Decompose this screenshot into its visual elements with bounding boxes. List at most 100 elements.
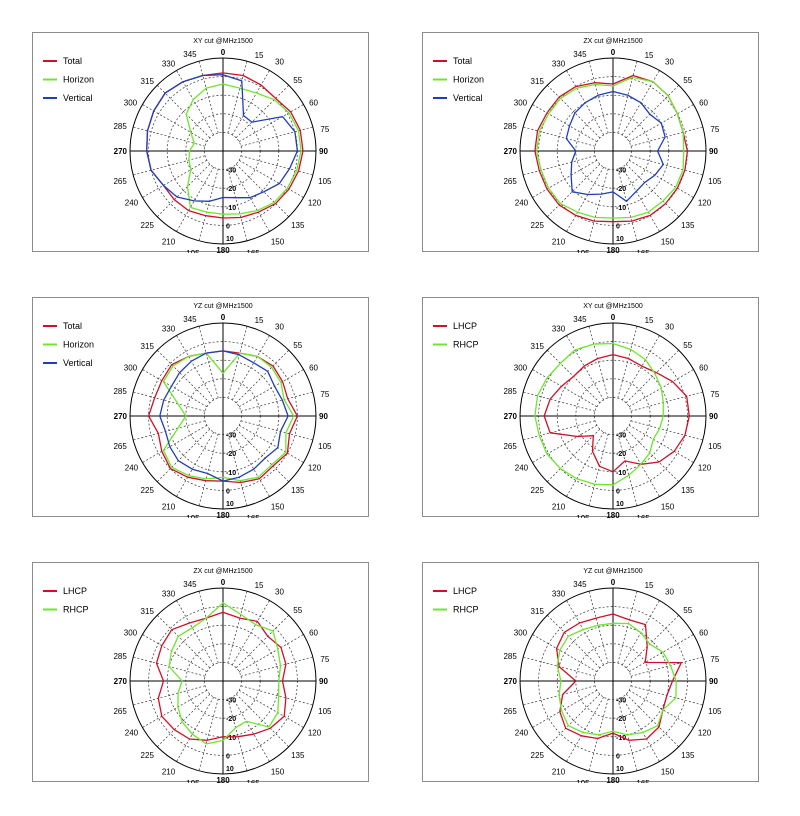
chart-panel-2: ZX cut @MHz1500 0 180 270 90 15 30 55 60 75 105 120… bbox=[422, 32, 759, 253]
grid-spoke bbox=[566, 431, 605, 497]
radial-label: 10 bbox=[226, 501, 234, 508]
angle-label: 135 bbox=[291, 751, 305, 760]
radial-label: -20 bbox=[616, 186, 626, 193]
angle-label: 165 bbox=[636, 779, 650, 783]
grid-spoke bbox=[231, 696, 270, 762]
angle-label: 195 bbox=[186, 514, 200, 518]
angle-label: 15 bbox=[255, 51, 264, 60]
angle-label: 330 bbox=[552, 59, 566, 68]
angle-label: 240 bbox=[515, 464, 529, 473]
angle-label: 120 bbox=[308, 464, 322, 473]
angle-label: 150 bbox=[271, 238, 285, 247]
angle-label: 90 bbox=[319, 677, 328, 686]
radial-label: -30 bbox=[226, 698, 236, 705]
grid-spoke bbox=[142, 634, 208, 673]
angle-label: 165 bbox=[246, 249, 260, 253]
grid-spoke bbox=[630, 420, 703, 441]
grid-spoke bbox=[621, 166, 660, 232]
angle-label: 0 bbox=[611, 48, 616, 57]
grid-spoke bbox=[227, 433, 248, 506]
radial-label: -20 bbox=[226, 716, 236, 723]
series-line-rhcp bbox=[534, 342, 664, 486]
radial-label: -10 bbox=[616, 735, 626, 742]
angle-label: 165 bbox=[246, 514, 260, 518]
angle-label: 180 bbox=[606, 246, 620, 253]
grid-spoke bbox=[566, 335, 605, 401]
angle-label: 60 bbox=[309, 99, 318, 108]
angle-label: 135 bbox=[681, 751, 695, 760]
grid-spoke bbox=[588, 591, 609, 664]
legend-label: LHCP bbox=[453, 321, 477, 331]
angle-label: 0 bbox=[221, 578, 226, 587]
angle-label: 55 bbox=[683, 76, 692, 85]
series-line-horizon bbox=[162, 352, 295, 482]
angle-label: 0 bbox=[221, 313, 226, 322]
grid-spoke bbox=[621, 335, 660, 401]
radial-label: 10 bbox=[226, 766, 234, 773]
legend-label: Total bbox=[453, 56, 472, 66]
angle-label: 195 bbox=[186, 249, 200, 253]
angle-label: 225 bbox=[531, 221, 545, 230]
grid-spoke bbox=[227, 591, 248, 664]
angle-label: 265 bbox=[503, 442, 517, 451]
angle-label: 0 bbox=[221, 48, 226, 57]
grid-spoke bbox=[566, 600, 605, 666]
grid-spoke bbox=[198, 326, 219, 399]
radial-label: -30 bbox=[226, 168, 236, 175]
grid-spoke bbox=[523, 126, 596, 147]
legend-label: Horizon bbox=[63, 340, 94, 350]
grid-spoke bbox=[546, 614, 601, 669]
angle-label: 180 bbox=[606, 776, 620, 783]
angle-label: 210 bbox=[162, 238, 176, 247]
angle-label: 135 bbox=[291, 486, 305, 495]
grid-spoke bbox=[176, 600, 215, 666]
angle-label: 90 bbox=[709, 677, 718, 686]
angle-label: 180 bbox=[216, 246, 230, 253]
grid-spoke bbox=[142, 689, 208, 728]
radial-label: 0 bbox=[226, 223, 230, 230]
grid-spoke bbox=[198, 61, 219, 134]
grid-spoke bbox=[566, 166, 605, 232]
angle-label: 30 bbox=[665, 587, 674, 596]
angle-label: 135 bbox=[681, 221, 695, 230]
grid-spoke bbox=[238, 634, 304, 673]
angle-label: 135 bbox=[681, 486, 695, 495]
grid-spoke bbox=[628, 424, 694, 463]
angle-label: 120 bbox=[698, 729, 712, 738]
angle-label: 55 bbox=[293, 76, 302, 85]
grid-spoke bbox=[625, 693, 680, 748]
angle-label: 120 bbox=[698, 464, 712, 473]
angle-label: 55 bbox=[683, 341, 692, 350]
angle-label: 0 bbox=[611, 578, 616, 587]
grid-spoke bbox=[546, 84, 601, 139]
angle-label: 90 bbox=[319, 147, 328, 156]
angle-label: 75 bbox=[320, 655, 329, 664]
angle-label: 30 bbox=[275, 322, 284, 331]
angle-label: 105 bbox=[708, 442, 722, 451]
angle-label: 195 bbox=[576, 249, 590, 253]
legend-label: Vertical bbox=[63, 93, 93, 103]
angle-label: 150 bbox=[271, 768, 285, 777]
angle-label: 15 bbox=[645, 316, 654, 325]
angle-label: 195 bbox=[576, 779, 590, 783]
angle-label: 330 bbox=[162, 324, 176, 333]
grid-spoke bbox=[532, 689, 598, 728]
grid-spoke bbox=[240, 155, 313, 176]
angle-label: 90 bbox=[709, 412, 718, 421]
grid-spoke bbox=[176, 696, 215, 762]
legend-label: Horizon bbox=[453, 75, 484, 85]
grid-spoke bbox=[227, 326, 248, 399]
grid-spoke bbox=[231, 70, 270, 136]
grid-spoke bbox=[238, 104, 304, 143]
grid-spoke bbox=[176, 431, 215, 497]
grid-spoke bbox=[523, 155, 596, 176]
chart-title: YZ cut @MHz1500 bbox=[193, 303, 252, 310]
legend-label: Total bbox=[63, 56, 82, 66]
grid-spoke bbox=[238, 424, 304, 463]
angle-label: 315 bbox=[531, 607, 545, 616]
angle-label: 105 bbox=[708, 177, 722, 186]
grid-spoke bbox=[235, 428, 290, 483]
chart-title: XY cut @MHz1500 bbox=[583, 303, 643, 310]
grid-spoke bbox=[617, 326, 638, 399]
radial-label: 0 bbox=[226, 753, 230, 760]
